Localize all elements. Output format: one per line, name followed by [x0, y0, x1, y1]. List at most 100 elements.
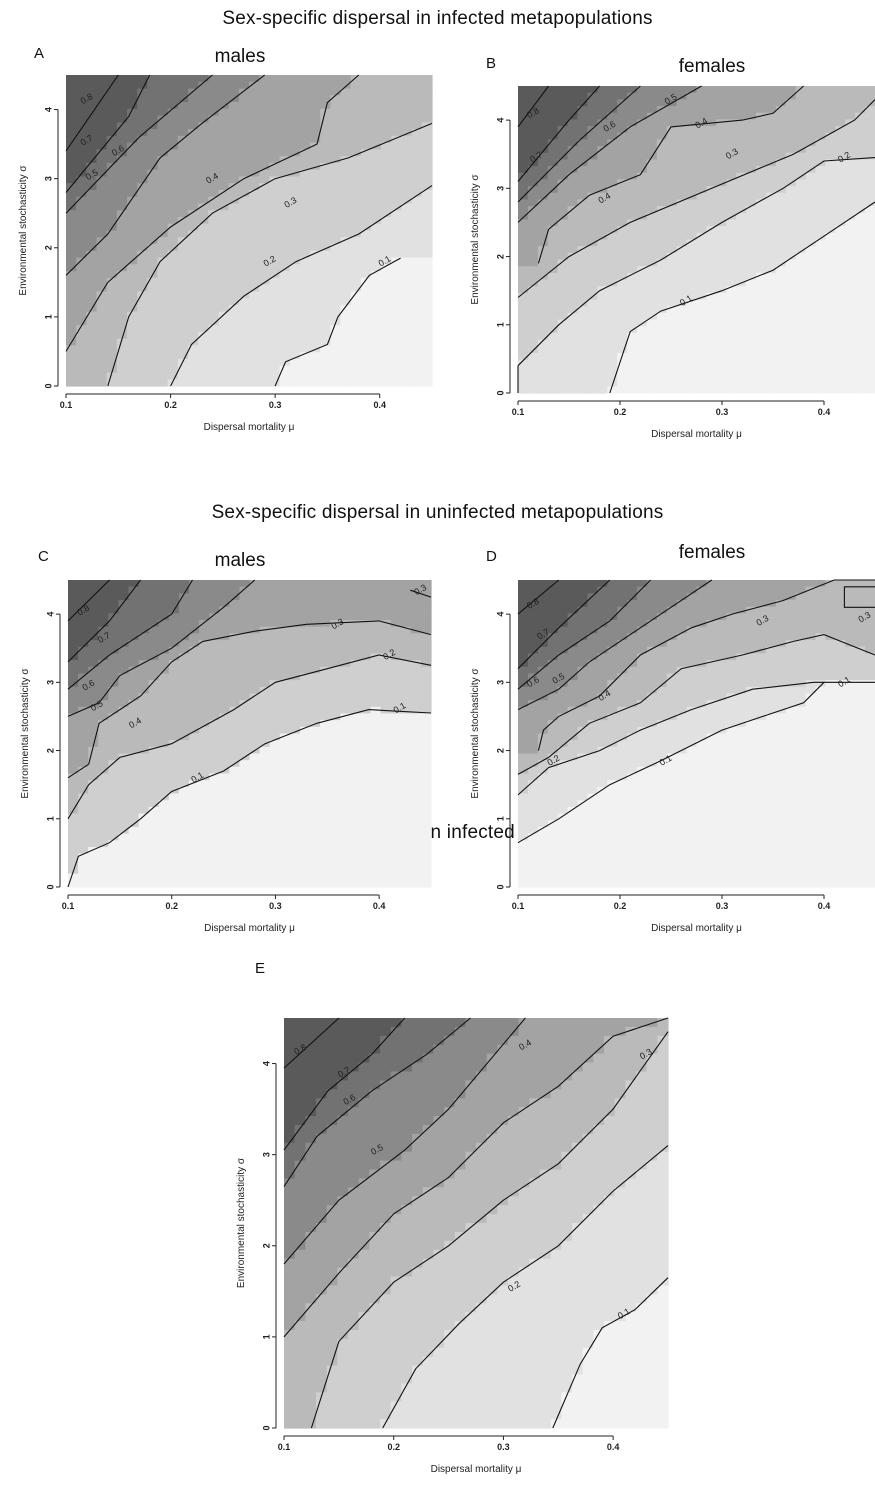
heat-cell — [116, 88, 128, 96]
heat-cell — [706, 339, 717, 347]
heat-cell — [360, 620, 372, 628]
heat-cell — [577, 272, 589, 281]
heat-cell — [168, 680, 180, 688]
heat-cell — [228, 304, 240, 313]
heat-cell — [98, 826, 109, 835]
heat-cell — [716, 306, 727, 314]
heat-cell — [627, 346, 638, 354]
heat-cell — [370, 880, 382, 888]
section-title-infected: Sex-specific dispersal in infected metap… — [222, 8, 653, 29]
heat-cell — [716, 312, 727, 321]
heat-cell — [666, 132, 678, 140]
heat-cell — [676, 132, 688, 140]
heat-cell — [320, 753, 331, 761]
heat-cell — [289, 713, 301, 721]
heat-cell — [88, 786, 99, 795]
panel-letter-e: E — [255, 960, 266, 977]
heat-cell — [340, 820, 351, 828]
heat-cell — [96, 257, 108, 265]
heat-cell — [360, 223, 372, 232]
heat-cell — [137, 169, 148, 178]
heat-cell — [289, 666, 301, 675]
heat-cell — [127, 149, 138, 157]
heat-cell — [158, 626, 170, 634]
heat-cell — [219, 846, 230, 855]
heat-cell — [726, 119, 737, 127]
heat-cell — [310, 813, 321, 821]
heat-cell — [401, 189, 413, 198]
heat-cell — [597, 366, 608, 374]
heat-cell — [228, 250, 240, 259]
heat-cell — [340, 733, 351, 741]
heat-cell — [228, 129, 240, 137]
heat-cell — [825, 372, 836, 381]
heat-cell — [370, 600, 382, 608]
heat-cell — [518, 206, 529, 214]
heat-cell — [108, 813, 120, 821]
heat-cell — [845, 259, 856, 267]
heat-cell — [148, 826, 160, 835]
heat-cell — [249, 142, 260, 150]
heat-cell — [706, 146, 717, 154]
heat-cell — [330, 372, 342, 380]
heat-cell — [310, 129, 321, 137]
heat-cell — [716, 172, 727, 181]
heat-cell — [360, 108, 372, 117]
heat-cell — [108, 660, 120, 668]
heat-cell — [279, 786, 291, 795]
heat-cell — [547, 372, 559, 381]
heat-cell — [646, 366, 658, 374]
heat-cell — [66, 345, 77, 353]
heat-cell — [279, 176, 291, 184]
heat-cell — [350, 806, 362, 815]
heat-cell — [238, 298, 250, 306]
heat-cell — [360, 846, 372, 855]
heat-cell — [380, 746, 392, 755]
heat-cell — [96, 379, 108, 387]
heat-cell — [320, 264, 331, 272]
heat-cell — [547, 346, 559, 354]
heat-cell — [259, 786, 271, 795]
heat-cell — [411, 284, 423, 292]
heat-cell — [88, 780, 99, 788]
heat-cell — [656, 199, 668, 207]
heat-cell — [118, 580, 130, 588]
heat-cell — [259, 264, 270, 272]
heat-cell — [158, 633, 170, 641]
heat-cell — [340, 345, 352, 353]
heat-cell — [370, 653, 382, 661]
heat-cell — [411, 210, 423, 218]
heat-cell — [208, 250, 220, 259]
heat-cell — [646, 139, 658, 147]
heat-cell — [239, 606, 251, 614]
heat-cell — [238, 318, 250, 326]
heat-cell — [825, 332, 836, 341]
heat-cell — [577, 226, 589, 234]
heat-cell — [350, 88, 362, 96]
heat-cell — [390, 866, 402, 875]
heat-cell — [421, 196, 433, 205]
heat-cell — [168, 846, 180, 855]
heat-cell — [88, 820, 99, 828]
heat-cell — [350, 733, 362, 741]
heat-cell — [188, 108, 199, 117]
heat-cell — [128, 673, 140, 681]
heat-cell — [340, 813, 351, 821]
heat-cell — [259, 358, 270, 367]
heat-cell — [756, 339, 767, 347]
heat-cell — [567, 312, 579, 321]
heat-cell — [547, 312, 559, 321]
heat-cell — [88, 800, 99, 808]
heat-cell — [259, 880, 271, 888]
heat-cell — [736, 332, 747, 341]
heat-cell — [380, 833, 392, 841]
heat-cell — [627, 199, 638, 207]
heat-cell — [189, 640, 200, 648]
heat-cell — [108, 653, 120, 661]
heat-cell — [289, 358, 301, 367]
heat-cell — [617, 386, 628, 394]
heat-cell — [330, 593, 341, 601]
heat-cell — [587, 232, 598, 241]
heat-cell — [219, 793, 230, 801]
heat-cell — [116, 149, 128, 157]
